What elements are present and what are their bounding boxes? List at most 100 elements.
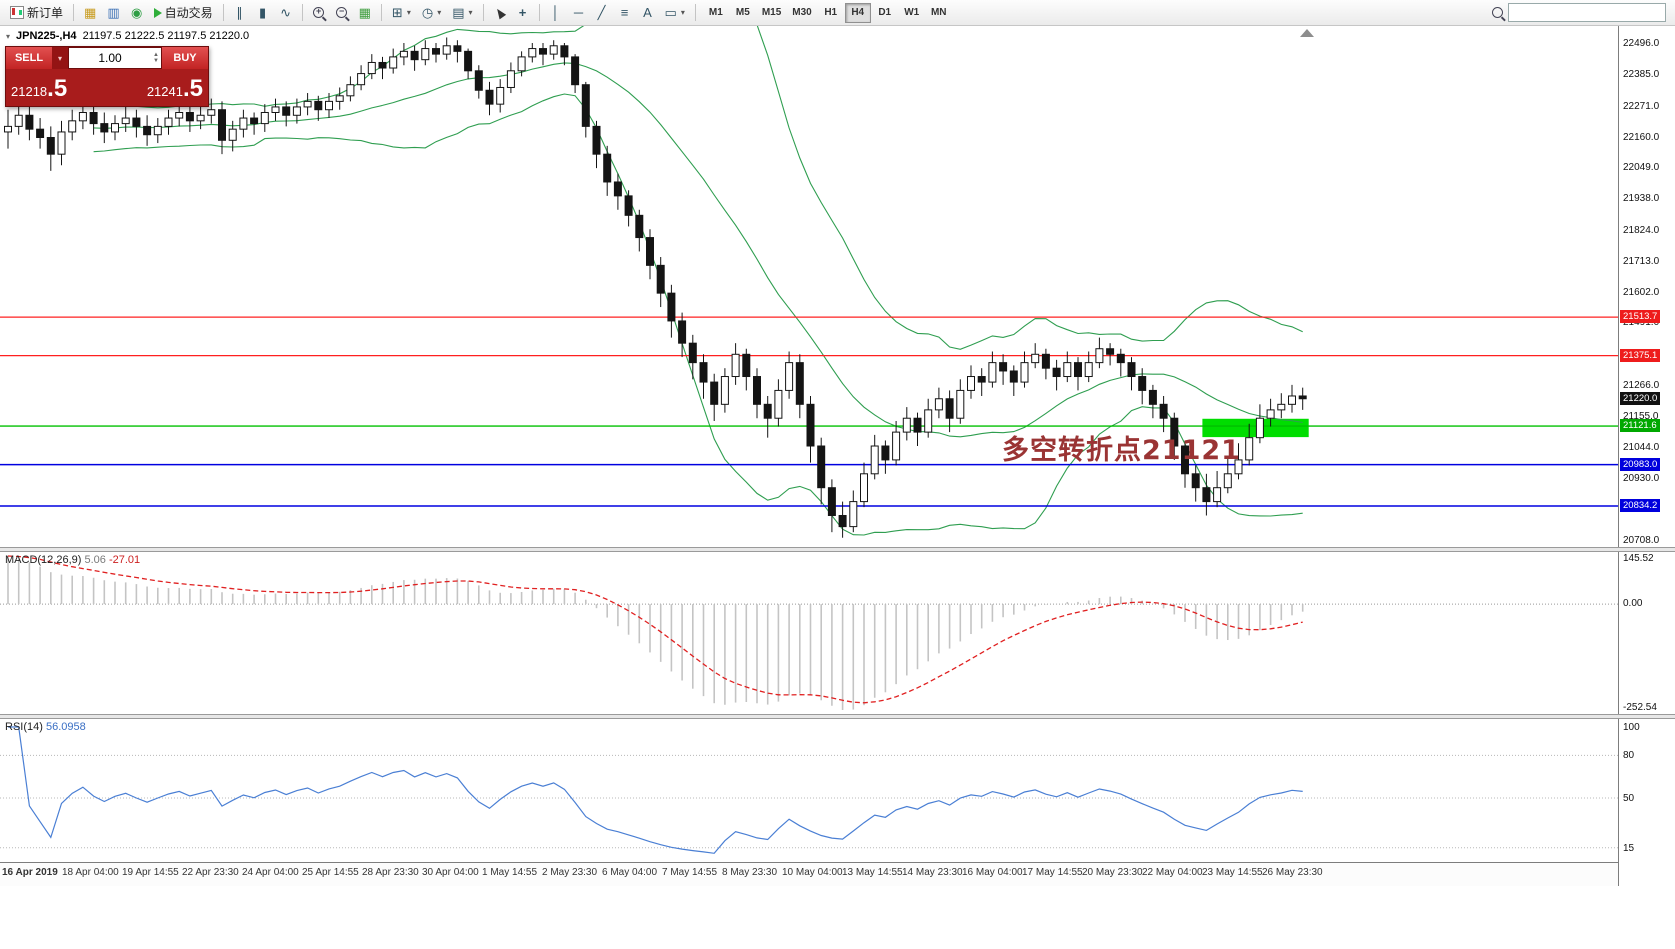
autotrading-play-icon [153, 7, 162, 18]
autotrading-label: 自动交易 [164, 6, 213, 20]
fibonacci-button[interactable]: ≡ [614, 2, 636, 24]
timeframe-h1-button[interactable]: H1 [818, 3, 844, 23]
shapes-icon: ▭ [664, 5, 677, 20]
price-tick: 21713.0 [1623, 255, 1660, 267]
grid-button[interactable]: ▦ [354, 2, 376, 24]
autotrading-button[interactable]: 自动交易 [149, 2, 218, 24]
price-line-label: 20834.2 [1620, 498, 1661, 512]
indicators-button[interactable]: ⊞ ▾ [387, 2, 416, 24]
new-order-icon [10, 6, 24, 19]
timeframe-m15-button[interactable]: M15 [757, 3, 786, 23]
chart-shift-icon [1300, 29, 1314, 37]
time-tick: 13 May 14:55 [842, 867, 903, 878]
time-tick: 22 Apr 23:30 [182, 867, 239, 878]
clock-icon: ◷ [421, 5, 434, 20]
rsi-label: RSI(14) 56.0958 [5, 721, 86, 733]
price-tick: 21938.0 [1623, 193, 1660, 205]
macd-signal-line [7, 555, 1303, 704]
chevron-down-icon: ▾ [680, 8, 685, 17]
zoom-out-icon: − [336, 6, 348, 18]
timeframe-m5-button[interactable]: M5 [730, 3, 756, 23]
line-chart-button[interactable]: ∿ [275, 2, 297, 24]
timeframe-m30-button[interactable]: M30 [787, 3, 816, 23]
volume-dropdown-button[interactable]: ▾ [52, 47, 69, 69]
zoom-in-button[interactable]: + [308, 2, 330, 24]
trendline-button[interactable]: ╱ [591, 2, 613, 24]
bollinger-middle [93, 62, 1303, 438]
timeframe-m1-button[interactable]: M1 [703, 3, 729, 23]
toolbar-separator [380, 4, 382, 21]
ohlc-values: 21197.5 21222.5 21197.5 21220.0 [82, 30, 250, 42]
time-tick: 6 May 04:00 [602, 867, 658, 878]
buy-button[interactable]: BUY [162, 47, 208, 69]
time-tick: 20 May 23:30 [1082, 867, 1143, 878]
bollinger-upper [93, 26, 1303, 350]
macd-panel[interactable] [0, 552, 1618, 714]
chart-title: ▾ JPN225-,H4 21197.5 21222.5 21197.5 212… [6, 30, 249, 42]
timeframe-w1-button[interactable]: W1 [899, 3, 925, 23]
bar-chart-button[interactable]: ∥ [229, 2, 251, 24]
main-chart-panel[interactable] [0, 26, 1618, 547]
vertical-line-icon: │ [551, 5, 560, 20]
grid-icon: ▦ [358, 5, 371, 20]
sell-price[interactable]: 21218.5 [11, 75, 68, 102]
time-axis[interactable]: 16 Apr 2019 18 Apr 04:00 19 Apr 14:55 22 Ap… [0, 862, 1618, 886]
vertical-line-button[interactable]: │ [545, 2, 567, 24]
toolbar-separator [482, 4, 484, 21]
panel-separator-rsi[interactable] [0, 714, 1675, 719]
sell-button[interactable]: SELL [6, 47, 52, 69]
price-tick: 22271.0 [1623, 100, 1660, 112]
macd-label: MACD(12,26,9) 5.06 -27.01 [5, 554, 141, 566]
text-button[interactable]: A [637, 2, 659, 24]
buy-price[interactable]: 21241.5 [146, 75, 203, 102]
rsi-level-lines [0, 754, 1618, 849]
time-tick: 30 Apr 04:00 [422, 867, 479, 878]
timeframe-mn-button[interactable]: MN [926, 3, 952, 23]
search-box [1492, 3, 1670, 22]
volume-input[interactable] [69, 48, 152, 68]
timeframe-h4-button[interactable]: H4 [844, 2, 871, 23]
time-tick: 24 Apr 04:00 [242, 867, 299, 878]
timeframe-d1-button[interactable]: D1 [872, 3, 898, 23]
horizontal-line-icon: ─ [573, 5, 584, 20]
toolbar-separator [222, 4, 224, 21]
indicators-icon: ⊞ [391, 5, 403, 20]
toolbar-separator [73, 4, 75, 21]
price-tick: 22385.0 [1623, 68, 1660, 80]
price-axis[interactable]: 22496.0 22385.0 22271.0 22160.0 22049.0 21938… [1618, 26, 1675, 886]
zoom-out-button[interactable]: − [331, 2, 353, 24]
horizontal-line-button[interactable]: ─ [568, 2, 590, 24]
price-tick: 22496.0 [1623, 38, 1660, 50]
crosshair-button[interactable]: + [512, 2, 534, 24]
volume-spinner[interactable]: ▲ ▼ [153, 52, 159, 64]
templates-button[interactable]: ▤ ▾ [447, 2, 477, 24]
zoom-in-icon: + [313, 6, 325, 18]
price-tick: 20930.0 [1623, 473, 1660, 485]
cursor-button[interactable] [489, 2, 511, 24]
rsi-panel[interactable] [0, 719, 1618, 862]
profiles-icon: ▦ [84, 5, 97, 20]
chart-annotation[interactable]: 多空转折点21121 [1002, 435, 1241, 466]
refresh-button[interactable]: ◉ [126, 2, 148, 24]
refresh-icon: ◉ [130, 5, 143, 20]
indicator-axis-value: 100 [1623, 722, 1640, 733]
panel-separ​ator-macd[interactable] [0, 547, 1675, 552]
price-tick: 21602.0 [1623, 286, 1660, 298]
periods-button[interactable]: ◷ ▾ [417, 2, 446, 24]
profiles-button[interactable]: ▦ [79, 2, 101, 24]
new-order-button[interactable]: 新订单 [5, 2, 68, 24]
price-tick: 21155.0 [1623, 410, 1659, 422]
new-chart-button[interactable]: ▥ [102, 2, 124, 24]
time-tick: 19 Apr 14:55 [122, 867, 179, 878]
template-icon: ▤ [452, 5, 465, 20]
search-input[interactable] [1508, 3, 1666, 22]
candlestick-chart-button[interactable]: ▮ [252, 2, 274, 24]
time-tick: 25 Apr 14:55 [302, 867, 359, 878]
shapes-button[interactable]: ▭ ▾ [660, 2, 690, 24]
bollinger-lower [93, 93, 1303, 536]
price-line-label: 21220.0 [1620, 391, 1661, 405]
collapse-trade-panel-icon[interactable]: ▾ [6, 31, 11, 41]
indicator-axis-value: 15 [1623, 842, 1635, 854]
time-tick: 28 Apr 23:30 [362, 867, 419, 878]
